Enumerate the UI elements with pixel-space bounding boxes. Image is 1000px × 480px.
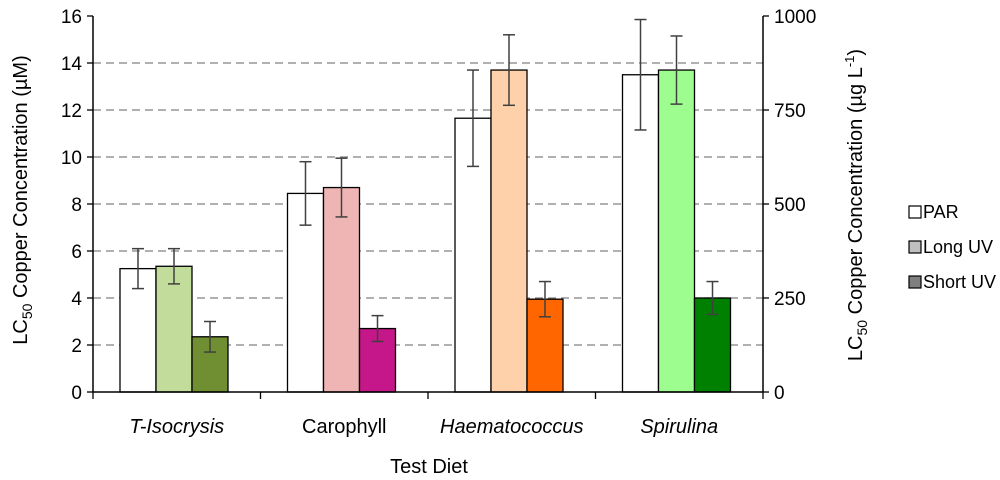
y2-tick-label: 750 xyxy=(774,101,806,122)
legend-label: Short UV xyxy=(923,272,996,292)
y2-tick-label: 1000 xyxy=(774,7,816,28)
legend-swatch xyxy=(908,240,922,254)
y2-axis-title: LC50 Copper Concentration (µg L-1) xyxy=(842,49,870,361)
legend-swatch xyxy=(908,275,922,289)
legend-swatch xyxy=(908,205,922,219)
y-tick-label: 8 xyxy=(71,195,82,216)
y-tick-label: 16 xyxy=(61,7,82,28)
y2-axis-title-superscript: -1 xyxy=(842,56,857,68)
category-label: Haematococcus xyxy=(440,416,583,438)
y-axis-title-subscript: 50 xyxy=(19,303,35,319)
y2-tick-label: 0 xyxy=(774,383,785,404)
bar xyxy=(155,265,193,393)
y2-axis-title-subscript: 50 xyxy=(854,320,870,336)
y-tick-label: 12 xyxy=(61,101,82,122)
legend-label: PAR xyxy=(923,202,959,222)
legend: PAR Long UV Short UV xyxy=(908,202,996,292)
tick-labels: 0 2 4 6 8 10 12 14 16 0 250 500 750 1000 xyxy=(61,7,816,404)
y2-tick-label: 250 xyxy=(774,289,806,310)
category-label: Spirulina xyxy=(640,416,718,438)
bar xyxy=(490,69,528,393)
y-tick-label: 10 xyxy=(61,148,82,169)
y2-axis-title-close: ) xyxy=(845,49,867,56)
y-tick-label: 2 xyxy=(71,336,82,357)
y2-axis-title-suffix: Copper Concentration (µg L xyxy=(845,67,867,320)
y2-tick-label: 500 xyxy=(774,195,806,216)
bar xyxy=(657,69,696,393)
y2-axis-title-prefix: LC xyxy=(845,336,867,362)
y-axis-title: LC50 Copper Concentration (µM) xyxy=(10,55,35,344)
category-labels: T-Isocrysis Carophyll Haematococcus Spiruli… xyxy=(129,416,718,438)
bars xyxy=(119,18,732,393)
y-axis-title-suffix: Copper Concentration (µM) xyxy=(10,55,32,303)
bar xyxy=(322,186,361,393)
y-axis-title-prefix: LC xyxy=(10,319,32,345)
y-tick-label: 14 xyxy=(61,54,83,75)
y-tick-label: 4 xyxy=(71,289,82,310)
category-label: T-Isocrysis xyxy=(129,416,224,438)
legend-label: Long UV xyxy=(923,237,993,257)
y-tick-label: 0 xyxy=(71,383,82,404)
x-axis-title: Test Diet xyxy=(390,456,468,478)
y-tick-label: 6 xyxy=(71,242,82,263)
category-label: Carophyll xyxy=(302,416,386,438)
